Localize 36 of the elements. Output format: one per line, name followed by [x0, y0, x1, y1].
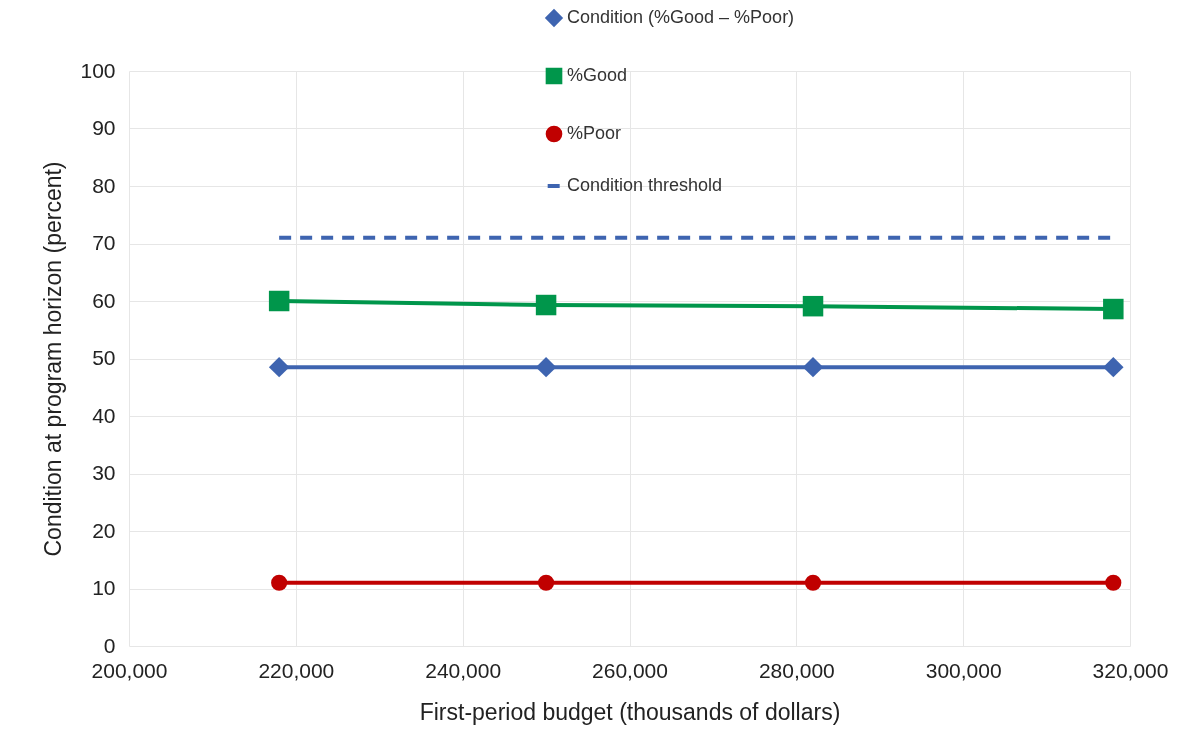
point	[1103, 298, 1124, 320]
y-tick-label: 50	[92, 346, 116, 369]
legend-label: %Good	[567, 65, 628, 85]
y-tick-label: 20	[92, 518, 116, 542]
y-tick-label: 40	[92, 403, 116, 427]
y-tick-label: 80	[92, 173, 116, 197]
x-tick-label: 200,000	[91, 658, 168, 682]
point	[271, 574, 288, 591]
x-tick-label: 300,000	[925, 658, 1002, 682]
y-tick-label: 0	[103, 633, 116, 657]
y-tick-label: 70	[92, 231, 116, 254]
y-tick-label: 10	[92, 576, 116, 599]
point	[804, 574, 822, 591]
point	[802, 295, 824, 317]
legend-label: Condition (%Good – %Poor)	[567, 7, 795, 27]
point	[1105, 574, 1122, 591]
legend-label: %Poor	[567, 123, 622, 143]
legend-label: Condition threshold	[567, 175, 723, 195]
point	[268, 356, 290, 378]
y-tick-label: 30	[92, 461, 116, 484]
point	[802, 356, 824, 378]
point	[268, 290, 290, 312]
y-tick-label: 60	[92, 288, 116, 312]
y-tick-label: 100	[80, 58, 116, 82]
point	[1103, 356, 1124, 378]
point	[535, 356, 557, 378]
x-tick-label: 260,000	[592, 658, 668, 682]
x-tick-label: 280,000	[758, 658, 835, 682]
x-tick-label: 220,000	[258, 658, 335, 682]
x-tick-label: 320,000	[1092, 658, 1169, 682]
y-axis-title: Condition at program horizon (percent)	[40, 161, 67, 557]
x-tick-label: 240,000	[425, 658, 502, 682]
x-axis-title: First-period budget (thousands of dollars)	[419, 698, 841, 725]
point	[538, 574, 555, 591]
y-tick-label: 90	[92, 116, 116, 139]
point	[535, 294, 557, 316]
